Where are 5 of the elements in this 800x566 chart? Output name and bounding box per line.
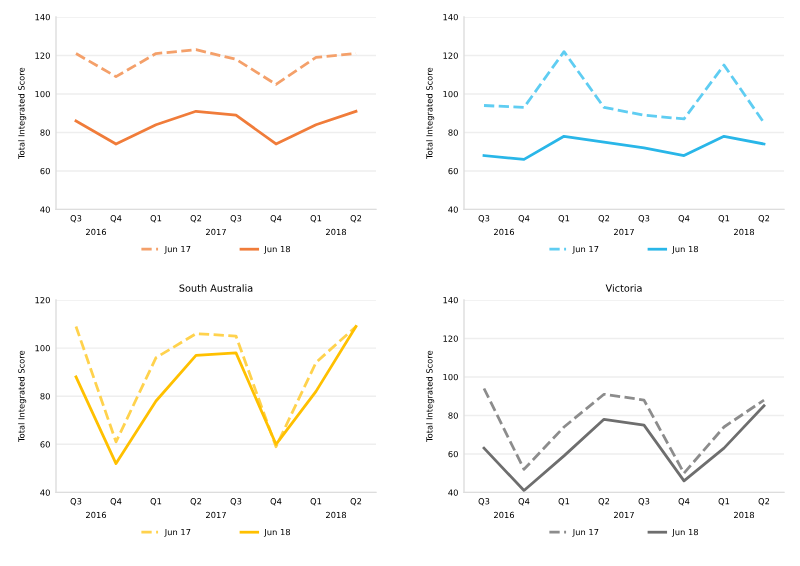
line-series [482, 134, 766, 161]
line-series [74, 109, 358, 146]
line-series [482, 404, 766, 492]
line-series [482, 387, 766, 475]
line-series [482, 50, 766, 125]
